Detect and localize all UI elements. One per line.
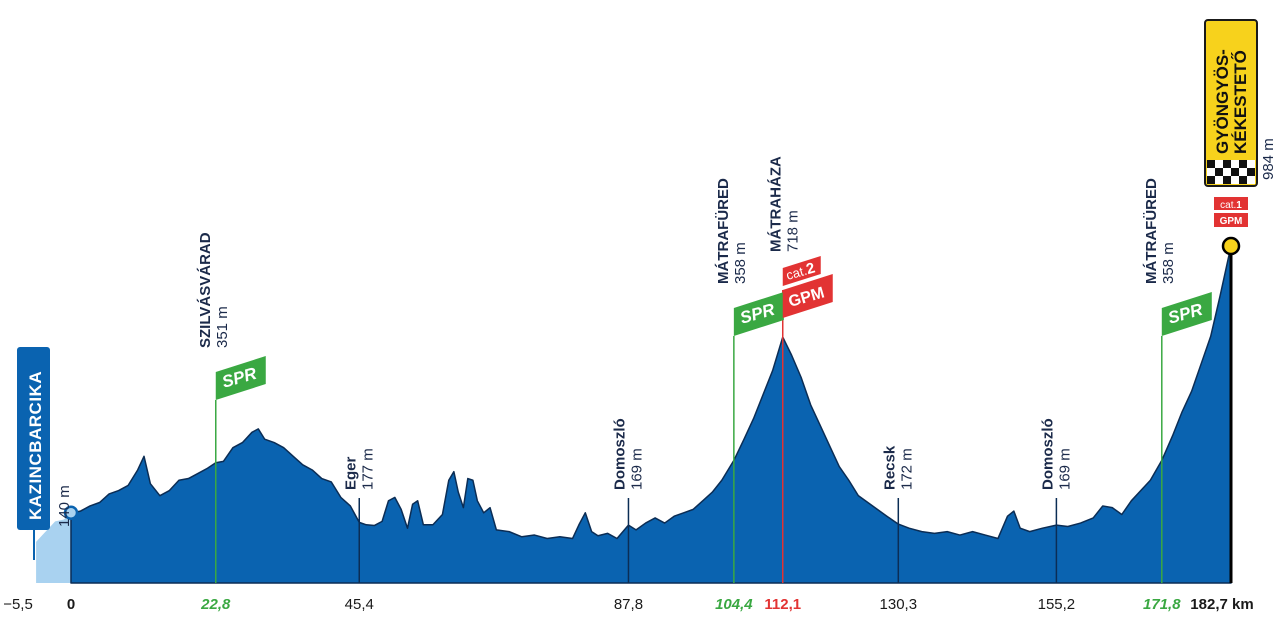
finish-checker-cell (1247, 168, 1255, 176)
elevation-profile-area (70, 245, 1232, 584)
finish-checker-cell (1239, 160, 1247, 168)
finish-checker-cell (1231, 176, 1239, 184)
km-tick-label: 155,2 (1038, 596, 1076, 613)
finish-gpm-label: GPM (1220, 216, 1243, 227)
km-tick-label: 87,8 (614, 596, 643, 613)
km-tick-label: −5,5 (3, 596, 33, 613)
finish-town-name-line: KÉKESTETŐ (1231, 50, 1250, 154)
start-point-marker (63, 505, 79, 521)
gpm-town-elevation: 718 m (785, 210, 802, 252)
km-tick-label: 182,7 km (1190, 596, 1253, 613)
spr-town-elevation: 358 m (732, 242, 749, 284)
km-tick-label: 22,8 (200, 596, 231, 613)
km-tick-label: 112,1 (764, 596, 801, 613)
neutral-zone-area (36, 512, 71, 583)
finish-checker-cell (1207, 168, 1215, 176)
finish-banner (1204, 19, 1258, 187)
finish-checker-cell (1239, 168, 1247, 176)
start-town-box (17, 347, 50, 530)
profile-area-layer (36, 245, 1232, 584)
km-tick-label: 130,3 (880, 596, 918, 613)
spr-town-name: SZILVÁSVÁRAD (197, 232, 214, 348)
finish-checker-cell (1215, 176, 1223, 184)
finish-gpm-badge (1214, 213, 1248, 227)
finish-category-badge (1214, 197, 1248, 210)
town-elevation: 169 m (1056, 448, 1073, 490)
gpm-category-badge (782, 256, 821, 286)
finish-checker-cell (1239, 176, 1247, 184)
spr-flag (215, 356, 266, 400)
spr-flag (733, 292, 784, 336)
spr-town-name: MÁTRAFÜRED (1143, 178, 1160, 284)
town-elevation: 172 m (898, 448, 915, 490)
spr-town-elevation: 358 m (1160, 242, 1177, 284)
spr-town-name: MÁTRAFÜRED (715, 178, 732, 284)
finish-checker-cell (1231, 168, 1239, 176)
spr-town-elevation: 351 m (214, 306, 231, 348)
finish-checker-cell (1247, 160, 1255, 168)
finish-checker-cell (1223, 168, 1231, 176)
town-elevation: 177 m (359, 448, 376, 490)
km-tick-label: 45,4 (345, 596, 374, 613)
town-name: Recsk (881, 445, 898, 490)
marker-lines-layer (215, 236, 1241, 583)
km-tick-label: 0 (67, 596, 75, 613)
start-town-elevation: 140 m (56, 485, 73, 527)
km-ticks-layer: −5,5 0 22,8 45,4 87,8 104,4 112,1 130,3 155,2 171… (3, 596, 1254, 613)
finish-checker-cell (1215, 168, 1223, 176)
km-tick-label: 104,4 (715, 596, 753, 613)
town-name: Domoszló (611, 418, 628, 490)
finish-checker-cell (1207, 160, 1215, 168)
town-name: Eger (342, 456, 359, 490)
finish-checker-cell (1207, 176, 1215, 184)
finish-checker-cell (1231, 160, 1239, 168)
km-tick-label: 171,8 (1143, 596, 1181, 613)
finish-town-name-line: GYÖNGYÖS- (1213, 49, 1232, 154)
town-elevation: 169 m (628, 448, 645, 490)
finish-checker-cell (1247, 176, 1255, 184)
finish-checker-cell (1223, 160, 1231, 168)
finish-point-marker (1221, 236, 1241, 256)
finish-checker-cell (1215, 160, 1223, 168)
start-town-name: KAZINCBARCIKA (26, 371, 45, 520)
spr-flag (1161, 292, 1212, 336)
finish-category-label: cat.1 (1220, 200, 1242, 211)
gpm-flag (782, 274, 833, 318)
town-name: Domoszló (1039, 418, 1056, 490)
finish-town-elevation: 984 m (1260, 138, 1275, 180)
finish-checker-cell (1223, 176, 1231, 184)
gpm-town-name: MÁTRAHÁZA (768, 156, 785, 252)
